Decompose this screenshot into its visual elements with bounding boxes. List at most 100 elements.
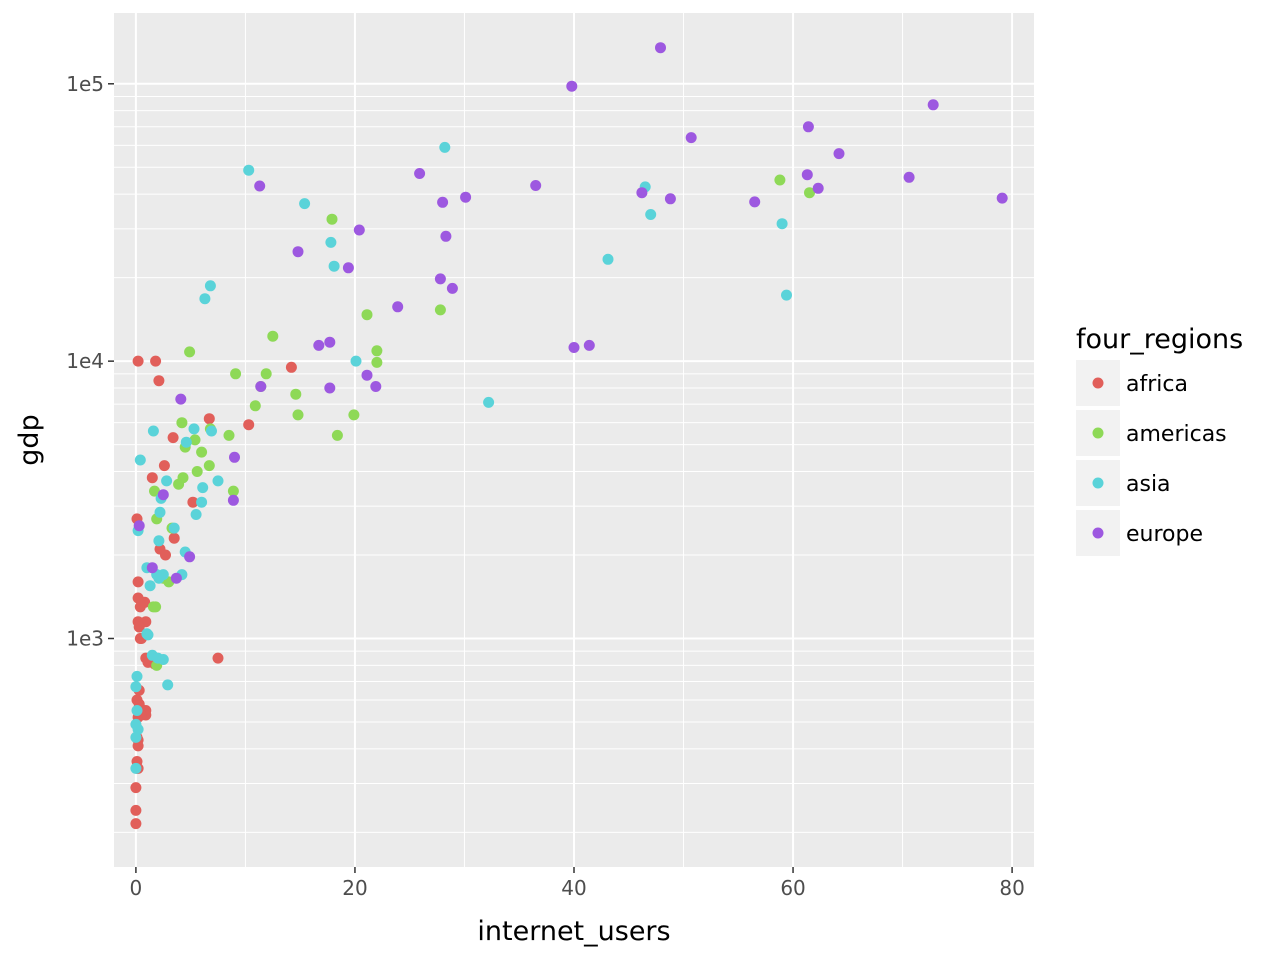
point-americas bbox=[267, 330, 279, 342]
legend-marker-asia bbox=[1092, 477, 1104, 489]
point-africa bbox=[243, 419, 255, 431]
point-asia bbox=[130, 762, 142, 774]
point-americas bbox=[371, 345, 383, 357]
legend-marker-americas bbox=[1092, 427, 1104, 439]
point-asia bbox=[197, 482, 209, 494]
point-americas bbox=[249, 400, 261, 412]
point-asia bbox=[350, 355, 362, 367]
point-asia bbox=[161, 475, 173, 487]
point-americas bbox=[184, 346, 196, 358]
point-americas bbox=[203, 460, 215, 472]
point-europe bbox=[664, 193, 676, 205]
y-axis: 1e3 1e4 1e5 bbox=[66, 72, 114, 650]
point-africa bbox=[132, 740, 144, 752]
point-africa bbox=[167, 432, 179, 444]
y-tick-label: 1e4 bbox=[66, 349, 104, 373]
point-asia bbox=[147, 425, 159, 437]
point-asia bbox=[212, 475, 224, 487]
x-axis-title: internet_users bbox=[477, 916, 670, 947]
legend-title: four_regions bbox=[1076, 324, 1243, 355]
point-asia bbox=[243, 164, 255, 176]
point-asia bbox=[439, 141, 451, 153]
point-europe bbox=[568, 342, 580, 353]
point-europe bbox=[353, 224, 365, 236]
point-europe bbox=[184, 551, 196, 563]
point-africa bbox=[153, 375, 165, 387]
point-africa bbox=[146, 472, 158, 484]
point-africa bbox=[160, 549, 171, 561]
point-americas bbox=[173, 478, 185, 490]
legend-label-europe: europe bbox=[1126, 522, 1203, 547]
point-asia bbox=[188, 423, 200, 435]
point-europe bbox=[227, 494, 239, 506]
point-asia bbox=[328, 260, 340, 272]
point-europe bbox=[749, 196, 761, 208]
point-americas bbox=[260, 368, 272, 380]
point-asia bbox=[144, 580, 156, 592]
point-asia bbox=[157, 654, 169, 665]
point-americas bbox=[191, 466, 203, 477]
point-africa bbox=[130, 804, 142, 816]
point-americas bbox=[189, 434, 201, 446]
point-asia bbox=[131, 705, 143, 716]
point-asia bbox=[168, 522, 180, 534]
x-tick-label: 60 bbox=[780, 876, 805, 900]
point-europe bbox=[361, 369, 373, 381]
legend-marker-europe bbox=[1092, 527, 1104, 539]
point-africa bbox=[212, 652, 224, 664]
point-europe bbox=[460, 191, 472, 203]
point-europe bbox=[292, 246, 304, 258]
point-europe bbox=[685, 132, 697, 144]
data-points bbox=[130, 42, 1008, 830]
point-africa bbox=[158, 460, 170, 472]
point-africa bbox=[139, 596, 151, 608]
point-asia bbox=[299, 198, 311, 210]
point-americas bbox=[371, 356, 383, 368]
point-asia bbox=[130, 681, 142, 693]
point-europe bbox=[170, 572, 182, 584]
major-gridlines bbox=[114, 13, 1034, 867]
point-europe bbox=[437, 196, 449, 208]
point-americas bbox=[227, 485, 239, 497]
y-tick-label: 1e3 bbox=[66, 626, 104, 650]
point-asia bbox=[141, 628, 153, 640]
point-europe bbox=[440, 230, 452, 242]
x-tick-label: 20 bbox=[342, 876, 367, 900]
point-asia bbox=[325, 236, 337, 248]
point-americas bbox=[774, 174, 786, 186]
point-asia bbox=[206, 425, 217, 437]
point-europe bbox=[254, 180, 266, 192]
y-tick-label: 1e5 bbox=[66, 72, 104, 96]
point-americas bbox=[290, 388, 302, 400]
point-europe bbox=[324, 382, 336, 394]
point-asia bbox=[162, 679, 174, 691]
point-europe bbox=[812, 182, 824, 194]
point-americas bbox=[149, 485, 160, 497]
point-asia bbox=[196, 496, 208, 508]
point-asia bbox=[190, 509, 202, 520]
point-europe bbox=[801, 169, 813, 181]
point-europe bbox=[996, 192, 1008, 204]
point-europe bbox=[903, 171, 915, 183]
point-africa bbox=[132, 576, 144, 588]
legend-label-americas: americas bbox=[1126, 422, 1227, 447]
point-europe bbox=[157, 489, 169, 501]
point-europe bbox=[802, 121, 814, 133]
point-asia bbox=[781, 289, 792, 301]
x-tick-label: 40 bbox=[561, 876, 586, 900]
point-europe bbox=[255, 381, 267, 392]
point-asia bbox=[199, 293, 211, 305]
point-asia bbox=[154, 506, 166, 518]
point-americas bbox=[326, 213, 338, 225]
point-europe bbox=[583, 339, 595, 351]
x-tick-label: 0 bbox=[130, 876, 143, 900]
point-europe bbox=[146, 562, 158, 574]
point-asia bbox=[776, 218, 788, 230]
legend-label-asia: asia bbox=[1126, 472, 1171, 497]
point-europe bbox=[175, 393, 187, 405]
point-americas bbox=[150, 601, 162, 613]
point-asia bbox=[204, 280, 216, 292]
point-americas bbox=[176, 417, 188, 429]
point-europe bbox=[833, 148, 845, 160]
